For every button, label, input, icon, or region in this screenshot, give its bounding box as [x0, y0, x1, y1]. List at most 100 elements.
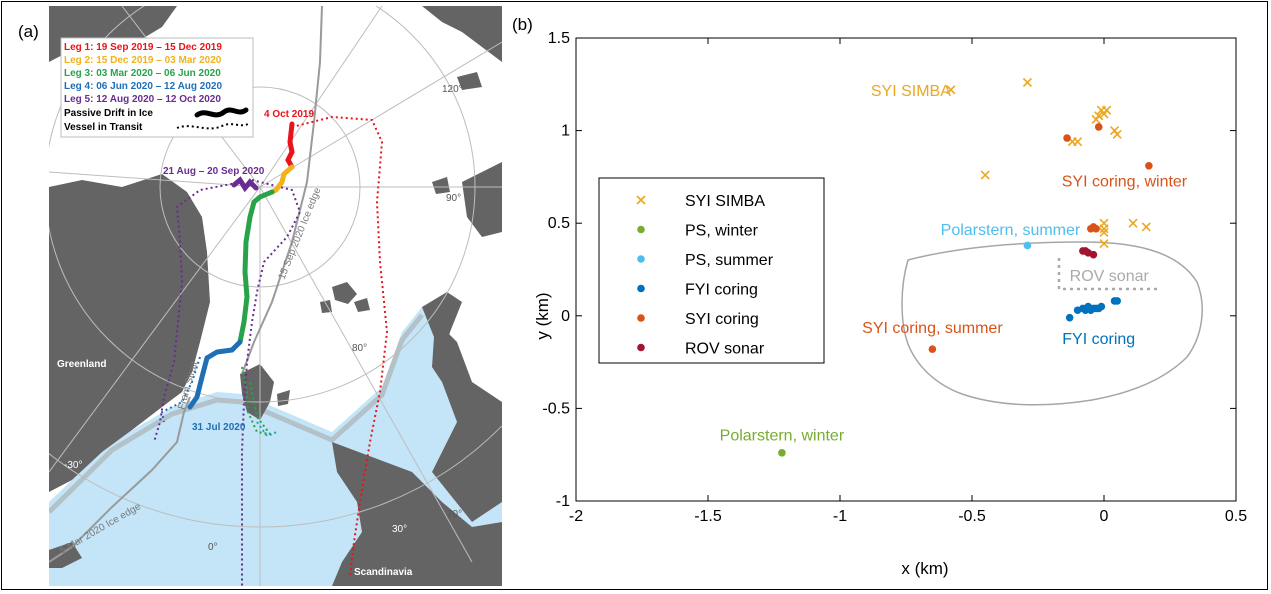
data-point	[778, 449, 786, 457]
scatter-legend: SYI SIMBA PS, winter PS, summer FYI coring S…	[598, 177, 825, 364]
annotation-label: SYI SIMBA	[871, 83, 951, 100]
legend-leg3: Leg 3: 03 Mar 2020 – 06 Jun 2020	[64, 68, 221, 79]
data-point	[980, 170, 990, 180]
y-tick-label: -1	[556, 493, 570, 510]
label-lat-70: 70°	[447, 509, 462, 520]
legend-leg2: Leg 2: 15 Dec 2019 – 03 Mar 2020	[64, 55, 222, 66]
annotation-label: Polarstern, winter	[720, 427, 845, 444]
y-tick-label: -0.5	[542, 400, 570, 417]
data-point	[1102, 105, 1112, 115]
data-point	[1112, 129, 1122, 139]
data-point	[1063, 134, 1071, 142]
map-legend: Leg 1: 19 Sep 2019 – 15 Dec 2019 Leg 2: …	[60, 37, 254, 138]
legend-entry: PS, summer	[685, 252, 774, 269]
data-point	[1113, 297, 1121, 305]
x-tick-label: -1.5	[694, 508, 722, 525]
data-point	[1092, 224, 1100, 233]
annotation-label: ROV sonar	[1070, 268, 1150, 285]
legend-marker	[637, 255, 645, 263]
plot-area	[575, 37, 1237, 502]
data-point	[1023, 241, 1032, 250]
label-4oct: 4 Oct 2019	[264, 109, 314, 120]
scandinavia-land	[332, 442, 502, 586]
legend-entry: PS, winter	[685, 223, 759, 240]
leg4-drift	[187, 339, 243, 410]
x-tick-label: -1	[833, 508, 847, 525]
y-axis-label: y (km)	[533, 292, 552, 339]
x-tick-label: 0.5	[1225, 508, 1247, 525]
leg1-transit	[291, 115, 389, 578]
legend-leg5: Leg 5: 12 Aug 2020 – 12 Oct 2020	[64, 94, 221, 105]
data-point	[1099, 224, 1109, 234]
greenland-land	[49, 174, 210, 492]
leg5-transit-b	[241, 179, 302, 586]
leg3-transit	[241, 366, 273, 436]
data-point	[1141, 222, 1151, 232]
label-scandinavia: Scandinavia	[354, 567, 413, 578]
panel-b-scatter: (b) y (km) x (km) -2 -1.5 -1 -0.5 0 0.5 -1 -0.5…	[512, 15, 1247, 578]
legend-entry: FYI coring	[685, 282, 758, 299]
legend-drift: Passive Drift in Ice	[64, 108, 153, 119]
data-point	[928, 345, 937, 353]
panel-a-map: (a)	[18, 6, 502, 586]
label-lon-120: 120°	[442, 84, 463, 95]
data-point	[1022, 77, 1033, 88]
data-point	[1099, 239, 1109, 249]
data-point	[946, 85, 956, 95]
legend-marker	[637, 343, 645, 352]
data-point	[1097, 302, 1106, 311]
y-tick-label: 0	[561, 308, 570, 325]
rov-sonar-region	[1057, 258, 1161, 291]
x-axis-label: x (km)	[901, 559, 948, 578]
leg3-drift	[237, 189, 275, 345]
label-lon-0: 0°	[208, 542, 218, 553]
leg2-drift	[269, 164, 295, 195]
y-tick-label: 1	[561, 123, 570, 140]
data-point	[1065, 313, 1074, 322]
legend-marker	[637, 284, 645, 293]
leg5-drift	[231, 176, 259, 193]
legend-transit: Vessel in Transit	[64, 122, 143, 133]
ice-edge-mar	[49, 396, 191, 563]
data-point	[1099, 227, 1109, 238]
data-point	[1094, 111, 1104, 121]
legend-marker	[637, 225, 645, 234]
x-tick-label: -2	[569, 508, 583, 525]
label-lon-90: 90°	[446, 193, 461, 204]
panel-b-label: (b)	[512, 15, 533, 34]
leg5-transit-a	[153, 181, 243, 443]
legend-marker	[637, 314, 645, 322]
legend-transit-swatch	[176, 123, 249, 130]
label-lat-80: 80°	[352, 343, 367, 354]
legend-marker	[636, 195, 646, 205]
svalbard-land	[240, 364, 274, 420]
legend-leg4: Leg 4: 06 Jun 2020 – 12 Aug 2020	[64, 81, 222, 92]
ice-floe-outline	[901, 241, 1203, 406]
legend-entry: SYI SIMBA	[685, 193, 765, 210]
label-lon-30: 30°	[392, 524, 407, 535]
annotation-label: SYI coring, winter	[1062, 174, 1188, 191]
legend-entry: SYI coring	[685, 311, 759, 328]
label-31jul: 31 Jul 2020	[192, 422, 246, 433]
label-greenland: Greenland	[57, 359, 106, 370]
x-tick-label: -0.5	[958, 508, 986, 525]
annotation-label: FYI coring	[1062, 331, 1135, 348]
legend-entry: ROV sonar	[685, 341, 765, 358]
y-tick-label: 1.5	[548, 30, 570, 47]
data-point	[1089, 250, 1098, 259]
ice-edge-sep	[241, 6, 323, 375]
panel-a-label: (a)	[18, 22, 39, 41]
legend-drift-swatch	[194, 107, 249, 118]
annotation-label: Polarstern, summer	[941, 222, 1081, 239]
data-point	[1145, 161, 1153, 170]
legend-leg1: Leg 1: 19 Sep 2019 – 15 Dec 2019	[64, 42, 222, 53]
label-aug-sep: 21 Aug – 20 Sep 2020	[163, 166, 265, 177]
data-point	[1094, 123, 1103, 131]
data-point	[1128, 218, 1138, 228]
annotation-label: SYI coring, summer	[862, 320, 1003, 337]
label-lon-m30: -30°	[64, 460, 82, 471]
y-tick-label: 0.5	[548, 215, 570, 232]
x-tick-label: 0	[1100, 508, 1109, 525]
